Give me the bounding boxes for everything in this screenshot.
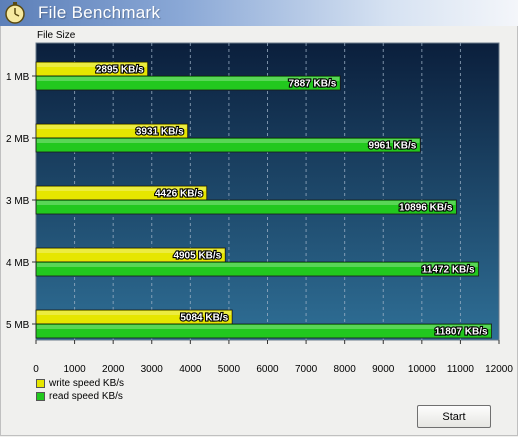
bar-highlight <box>37 311 232 315</box>
bar-highlight <box>37 77 340 81</box>
legend-swatch-write <box>36 379 45 388</box>
read-speed-bar <box>35 75 341 91</box>
read-speed-bar <box>35 323 492 339</box>
y-category-label: 3 MB <box>6 196 30 207</box>
legend-label-write: write speed KB/s <box>49 378 125 389</box>
bar-value-label: 5084 KB/s <box>180 313 228 324</box>
legend-item-write: write speed KB/s <box>36 377 124 390</box>
bar-value-label: 4426 KB/s <box>155 189 203 200</box>
bar-value-label: 11472 KB/s <box>422 265 475 276</box>
read-speed-bar <box>35 199 457 215</box>
x-tick-label: 11000 <box>447 364 475 375</box>
legend: write speed KB/s read speed KB/s <box>36 377 124 403</box>
bar-value-label: 3931 KB/s <box>136 127 184 138</box>
bar-value-label: 4905 KB/s <box>173 251 221 262</box>
bar-highlight <box>37 187 206 191</box>
x-tick-label: 9000 <box>372 364 395 375</box>
y-category-label: 2 MB <box>6 134 30 145</box>
y-category-label: 4 MB <box>6 258 30 269</box>
bar-value-label: 9961 KB/s <box>369 141 417 152</box>
x-tick-label: 8000 <box>334 364 357 375</box>
bar-highlight <box>37 249 225 253</box>
bar-highlight <box>37 325 491 329</box>
bar-value-label: 11807 KB/s <box>435 327 488 338</box>
legend-label-read: read speed KB/s <box>49 391 123 402</box>
x-tick-label: 4000 <box>179 364 202 375</box>
x-tick-label: 6000 <box>256 364 279 375</box>
start-button[interactable]: Start <box>417 405 491 428</box>
legend-item-read: read speed KB/s <box>36 390 124 403</box>
y-category-label: 1 MB <box>6 72 30 83</box>
read-speed-bar <box>35 261 480 277</box>
bar-highlight <box>37 125 187 129</box>
bar-value-label: 2895 KB/s <box>96 65 144 76</box>
bar-highlight <box>37 201 456 205</box>
read-speed-bar <box>35 137 421 153</box>
stopwatch-icon <box>5 2 25 24</box>
title-bar: File Benchmark <box>0 0 518 26</box>
bar-value-label: 7887 KB/s <box>288 79 336 90</box>
x-tick-label: 2000 <box>102 364 125 375</box>
x-tick-label: 12000 <box>485 364 513 375</box>
window-title: File Benchmark <box>38 3 161 22</box>
bar-highlight <box>37 263 478 267</box>
y-axis-title: File Size <box>37 30 76 41</box>
x-tick-label: 10000 <box>408 364 436 375</box>
bar-value-label: 10896 KB/s <box>399 203 453 214</box>
x-tick-label: 3000 <box>141 364 164 375</box>
x-tick-label: 1000 <box>63 364 86 375</box>
x-tick-label: 0 <box>33 364 39 375</box>
bar-highlight <box>37 139 420 143</box>
y-category-label: 5 MB <box>6 320 30 331</box>
x-tick-label: 5000 <box>218 364 241 375</box>
bar-highlight <box>37 63 147 67</box>
legend-swatch-read <box>36 392 45 401</box>
x-tick-label: 7000 <box>295 364 318 375</box>
